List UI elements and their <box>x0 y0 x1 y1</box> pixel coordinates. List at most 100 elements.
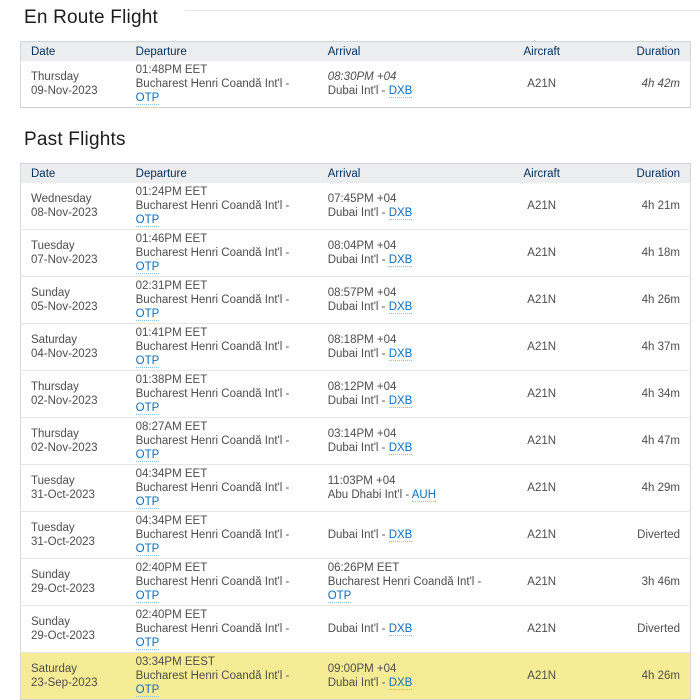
separator: - <box>378 301 389 313</box>
flight-day: Tuesday <box>31 475 75 487</box>
column-header-duration: Duration <box>585 163 691 183</box>
flight-date: 31-Oct-2023 <box>31 489 95 501</box>
flight-day: Tuesday <box>31 240 75 252</box>
arrival-cell: Dubai Int'l - DXB <box>317 605 499 653</box>
arrival-airport: Dubai Int'l - DXB <box>328 441 488 455</box>
arrival-airport-code-link[interactable]: DXB <box>388 442 413 455</box>
departure-time: 01:46PM EET <box>135 233 208 245</box>
departure-airport-code-link[interactable]: OTP <box>135 684 160 697</box>
arrival-airport-code-link[interactable]: DXB <box>388 529 413 542</box>
column-header-duration: Duration <box>585 41 691 61</box>
aircraft-cell: A21N <box>527 200 557 212</box>
separator: - <box>282 435 290 447</box>
arrival-airport: Dubai Int'l - DXB <box>328 622 488 636</box>
arrival-airport-code-link[interactable]: OTP <box>327 590 352 603</box>
separator: - <box>378 442 389 454</box>
departure-airport-code-link[interactable]: OTP <box>135 261 160 274</box>
departure-airport-code-link[interactable]: OTP <box>135 449 160 462</box>
column-header-aircraft: Aircraft <box>498 163 586 183</box>
departure-time: 01:41PM EET <box>135 327 208 339</box>
arrival-time: 08:30PM +04 <box>327 71 397 83</box>
separator: - <box>282 388 290 400</box>
departure-cell: 01:48PM EET Bucharest Henri Coandă Int'l… <box>126 61 318 108</box>
departure-airport: Bucharest Henri Coandă Int'l - OTP <box>135 199 308 227</box>
separator: - <box>378 85 389 97</box>
departure-airport-code-link[interactable]: OTP <box>135 496 160 509</box>
departure-airport-name: Bucharest Henri Coandă Int'l <box>135 341 283 353</box>
flight-day: Tuesday <box>31 522 75 534</box>
departure-airport: Bucharest Henri Coandă Int'l - OTP <box>135 528 308 556</box>
flight-date: 04-Nov-2023 <box>31 348 98 360</box>
arrival-airport: Dubai Int'l - DXB <box>328 676 488 690</box>
arrival-airport-code-link[interactable]: DXB <box>388 301 413 314</box>
duration-cell: 4h 34m <box>585 370 691 418</box>
arrival-airport-code-link[interactable]: AUH <box>411 489 436 502</box>
departure-cell: 01:38PM EET Bucharest Henri Coandă Int'l… <box>125 370 318 418</box>
table-row: Thursday 02-Nov-2023 08:27AM EET Buchare… <box>20 417 691 465</box>
column-header-departure: Departure <box>125 163 318 183</box>
departure-time: 03:34PM EEST <box>135 656 215 668</box>
arrival-airport-code-link[interactable]: DXB <box>388 85 413 98</box>
arrival-cell: 08:18PM +04 Dubai Int'l - DXB <box>317 323 499 371</box>
flight-date: 09-Nov-2023 <box>31 85 98 97</box>
aircraft-cell: A21N <box>498 323 586 371</box>
departure-airport-code-link[interactable]: OTP <box>135 402 160 415</box>
arrival-airport-name: Dubai Int'l <box>327 207 379 219</box>
flight-date-cell: Tuesday 07-Nov-2023 <box>20 229 126 277</box>
arrival-airport: Dubai Int'l - DXB <box>328 84 488 98</box>
flight-date-cell: Thursday 02-Nov-2023 <box>20 417 126 465</box>
separator: - <box>282 247 290 259</box>
separator: - <box>282 529 290 541</box>
column-header-date: Date <box>20 163 126 183</box>
departure-airport-code-link[interactable]: OTP <box>135 214 160 227</box>
departure-airport-code-link[interactable]: OTP <box>135 590 160 603</box>
flight-day: Sunday <box>31 616 71 628</box>
flight-date: 29-Oct-2023 <box>31 630 95 642</box>
arrival-airport-code-link[interactable]: DXB <box>388 677 413 690</box>
en-route-heading: En Route Flight <box>24 7 158 28</box>
departure-airport-name: Bucharest Henri Coandă Int'l <box>135 247 283 259</box>
arrival-airport-name: Dubai Int'l <box>327 85 379 97</box>
flight-day: Saturday <box>31 663 78 675</box>
arrival-airport-name: Dubai Int'l <box>327 677 379 689</box>
arrival-airport-name: Dubai Int'l <box>327 623 379 635</box>
departure-airport: Bucharest Henri Coandă Int'l - OTP <box>135 387 308 415</box>
flight-date: 02-Nov-2023 <box>31 442 98 454</box>
table-row: Saturday 04-Nov-2023 01:41PM EET Buchare… <box>20 323 691 371</box>
aircraft-cell: A21N <box>498 370 586 418</box>
departure-airport-code-link[interactable]: OTP <box>135 637 160 650</box>
departure-airport-code-link[interactable]: OTP <box>135 92 160 105</box>
separator: - <box>378 677 389 689</box>
departure-airport-code-link[interactable]: OTP <box>135 355 160 368</box>
departure-time: 08:27AM EET <box>135 421 208 433</box>
departure-time: 01:38PM EET <box>135 374 208 386</box>
flight-date: 08-Nov-2023 <box>31 207 98 219</box>
flight-date: 23-Sep-2023 <box>31 677 98 689</box>
table-row: Tuesday 31-Oct-2023 04:34PM EET Buchares… <box>20 464 691 512</box>
departure-airport-code-link[interactable]: OTP <box>135 308 160 321</box>
arrival-airport-code-link[interactable]: DXB <box>388 395 413 408</box>
duration-cell: 4h 47m <box>585 417 691 465</box>
departure-airport-name: Bucharest Henri Coandă Int'l <box>135 435 283 447</box>
top-divider <box>185 10 700 11</box>
separator: - <box>378 529 389 541</box>
departure-cell: 02:40PM EET Bucharest Henri Coandă Int'l… <box>125 558 318 606</box>
table-header: Date Departure Arrival Aircraft Duration <box>20 41 691 61</box>
departure-airport-name: Bucharest Henri Coandă Int'l <box>135 623 283 635</box>
arrival-airport: Abu Dhabi Int'l - AUH <box>328 488 488 502</box>
flight-date-cell: Saturday 04-Nov-2023 <box>20 323 126 371</box>
table-row: Sunday 05-Nov-2023 02:31PM EET Bucharest… <box>20 276 691 324</box>
arrival-time: 07:45PM +04 <box>327 193 397 205</box>
arrival-airport-code-link[interactable]: DXB <box>388 207 413 220</box>
departure-airport-code-link[interactable]: OTP <box>135 543 160 556</box>
flight-date-cell: Thursday 02-Nov-2023 <box>20 370 126 418</box>
arrival-airport-code-link[interactable]: DXB <box>388 623 413 636</box>
separator: - <box>378 254 389 266</box>
flight-day: Thursday <box>31 71 79 83</box>
departure-cell: 04:34PM EET Bucharest Henri Coandă Int'l… <box>125 464 318 512</box>
separator: - <box>282 623 290 635</box>
arrival-time: 11:03PM +04 <box>327 475 396 487</box>
aircraft-cell: A21N <box>498 276 586 324</box>
arrival-airport-code-link[interactable]: DXB <box>388 348 413 361</box>
arrival-airport-code-link[interactable]: DXB <box>388 254 413 267</box>
